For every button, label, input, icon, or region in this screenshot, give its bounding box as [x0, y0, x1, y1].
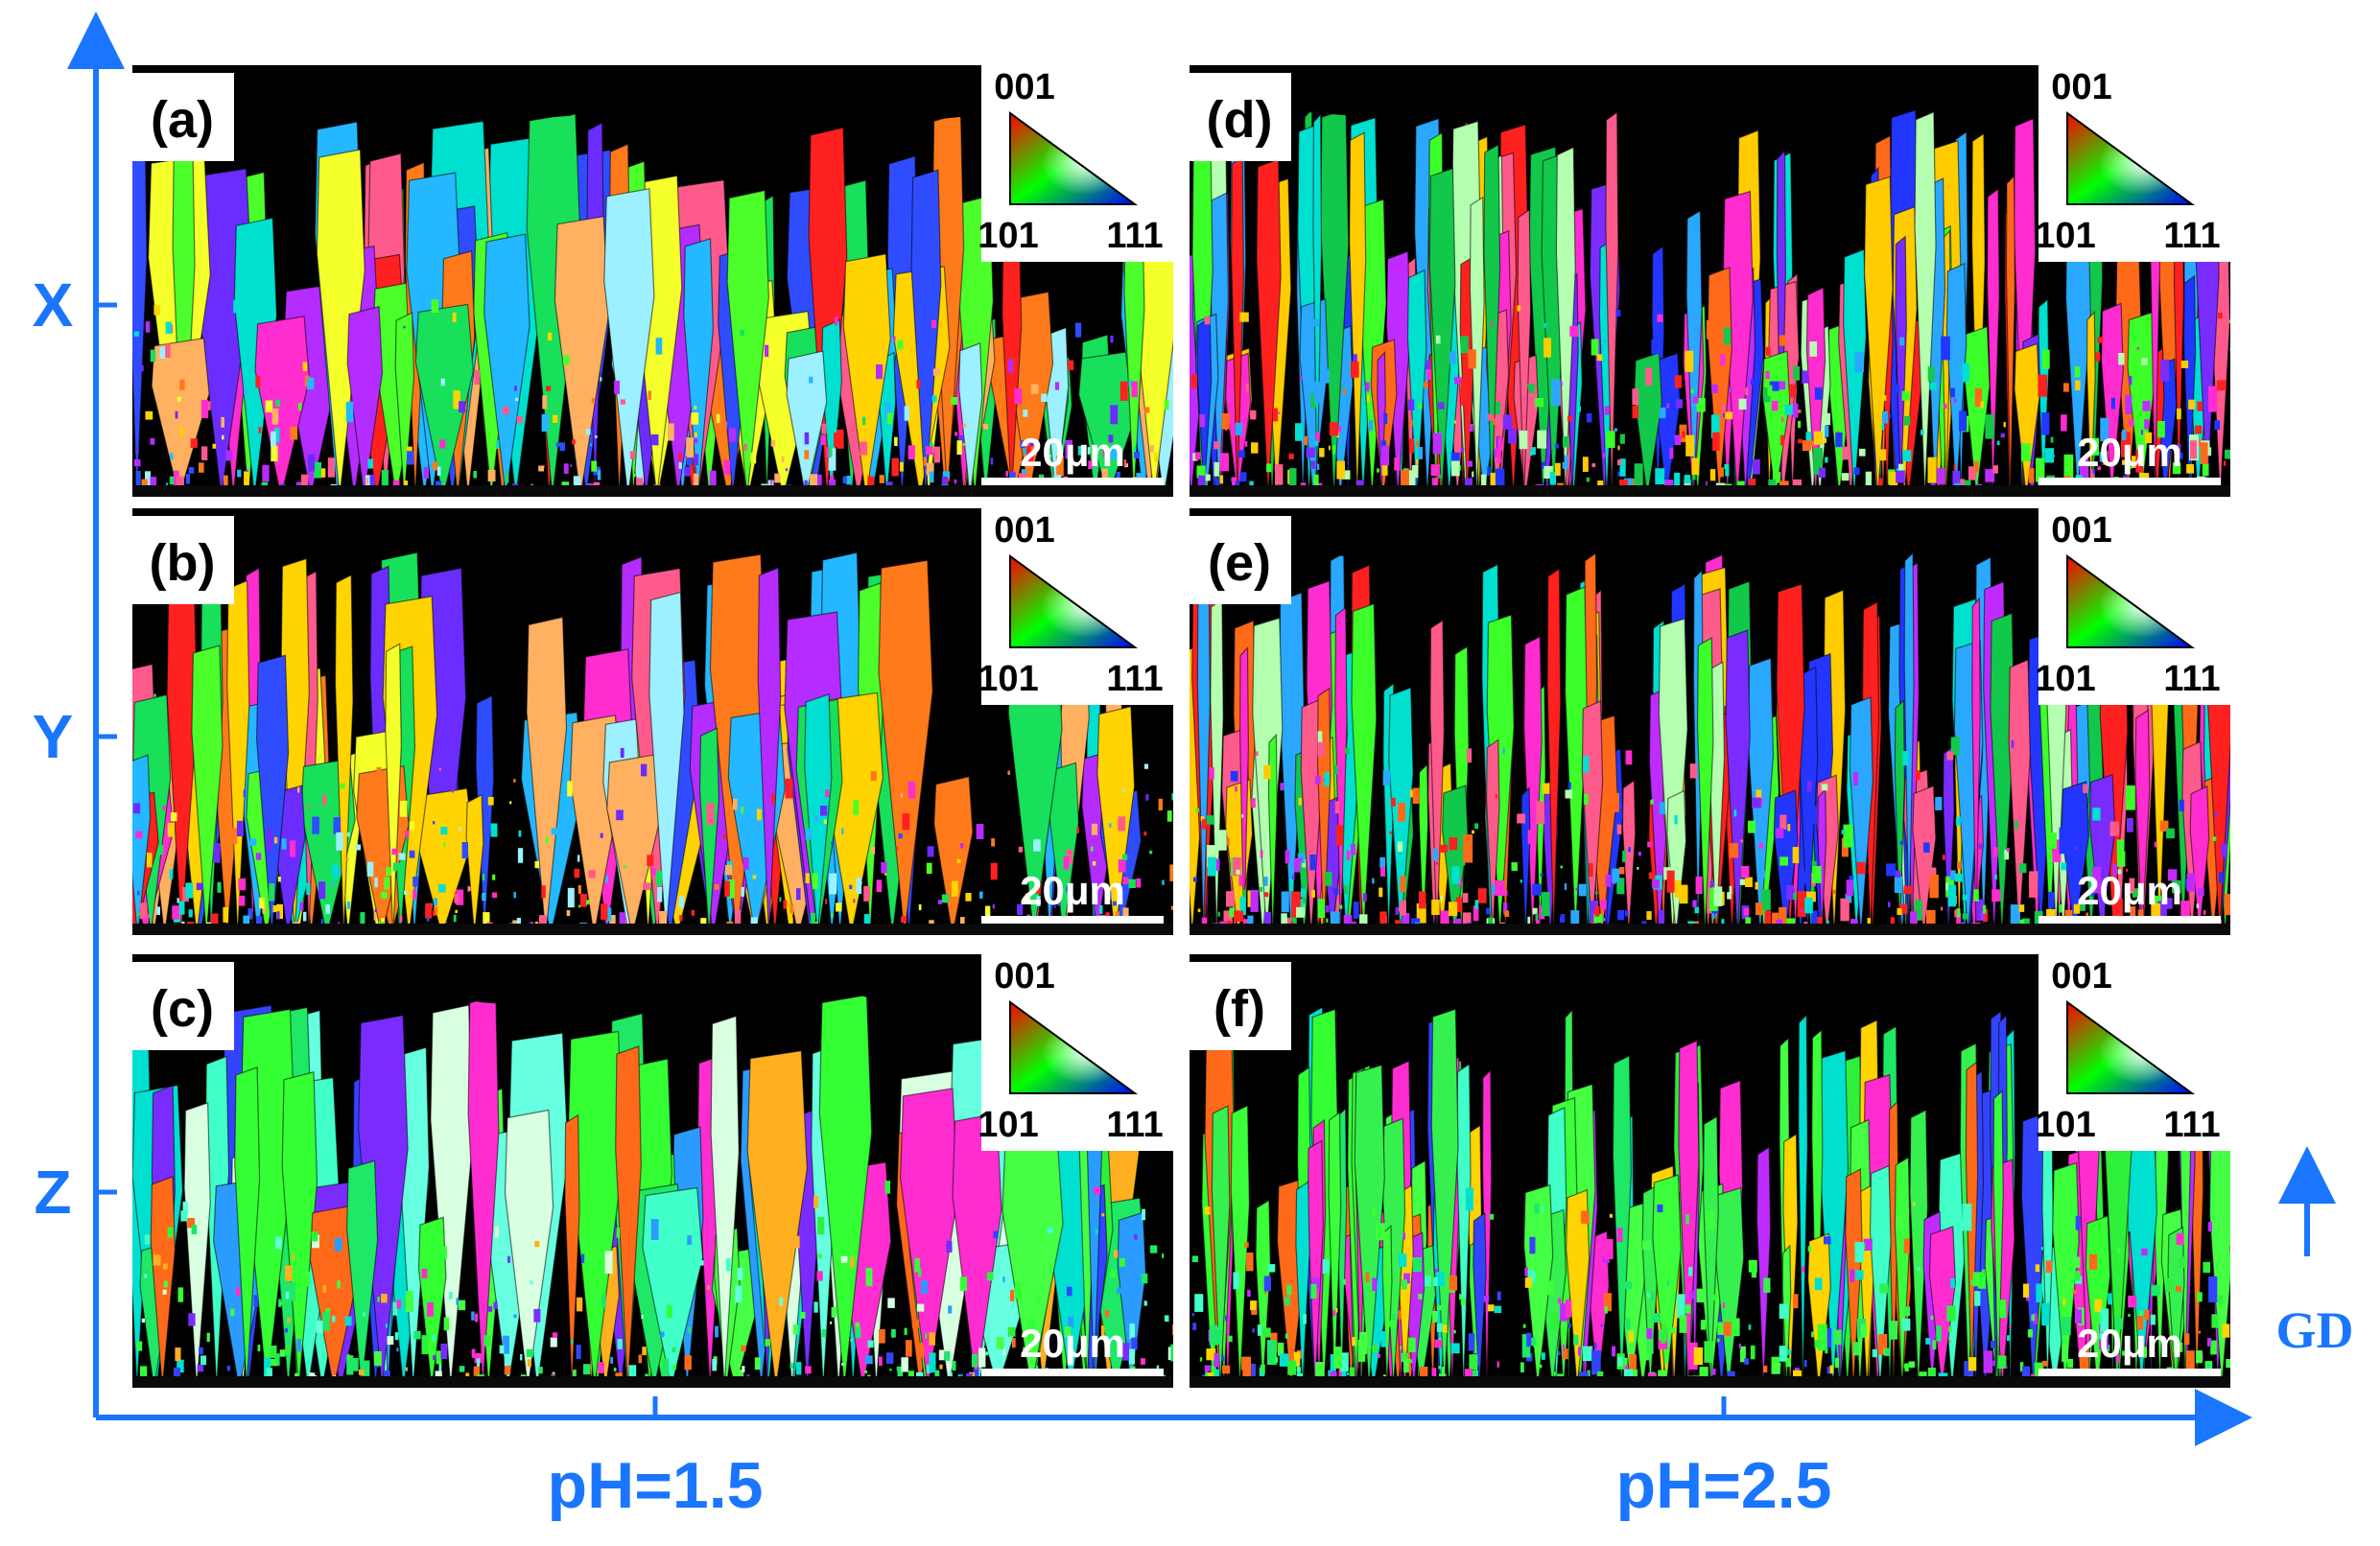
scale-bar: 20μm: [981, 1321, 1164, 1376]
scale-bar-label: 20μm: [1020, 430, 1125, 475]
axes-group: X Y Z pH=1.5 pH=2.5 GD: [33, 12, 2354, 1522]
row-label-x: X: [33, 270, 74, 340]
panel-f: (f) 001 101 111 20μm: [1188, 949, 2232, 1388]
ipf-label-001: 001: [2051, 510, 2111, 550]
gd-label: GD: [2276, 1301, 2354, 1359]
panel-b: (b) 001 101 111 20μm: [130, 504, 1175, 935]
panel-label-box: [1188, 516, 1291, 604]
ipf-color-key: 001 101 111: [2035, 949, 2232, 1151]
scale-bar: 20μm: [981, 868, 1164, 924]
ipf-label-001: 001: [994, 956, 1054, 996]
panel-label: (c): [151, 980, 214, 1038]
row-label-y: Y: [33, 702, 74, 771]
panel-label: (e): [1208, 534, 1271, 592]
column-label-ph-1-5: pH=1.5: [548, 1449, 764, 1522]
ipf-label-111: 111: [1106, 659, 1163, 699]
panel-label-box: [130, 516, 234, 604]
scale-bar-label: 20μm: [2077, 430, 2182, 475]
panel-label-box: [130, 73, 234, 161]
ipf-color-key: 001 101 111: [978, 504, 1175, 705]
ipf-label-101: 101: [2035, 659, 2095, 699]
panel-label-box: [130, 962, 234, 1050]
ipf-label-001: 001: [994, 510, 1054, 550]
ipf-label-101: 101: [978, 659, 1038, 699]
ipf-label-001: 001: [2051, 956, 2111, 996]
panel-label: (a): [151, 91, 214, 149]
scale-bar: 20μm: [981, 430, 1164, 485]
panel-label: (f): [1214, 980, 1265, 1038]
scale-bar-label: 20μm: [1020, 1321, 1125, 1366]
ebsd-panels: (a) 001 101 111 20μm (b) 001 101 111 20μm (c) 001 10…: [130, 60, 2232, 1388]
ebsd-grain-map: [132, 954, 1173, 1388]
ipf-label-001: 001: [2051, 67, 2111, 107]
row-label-z: Z: [34, 1158, 71, 1227]
ipf-label-101: 101: [2035, 1105, 2095, 1145]
scale-bar-label: 20μm: [2077, 868, 2182, 913]
ipf-label-101: 101: [978, 216, 1038, 256]
ipf-color-key: 001 101 111: [978, 60, 1175, 262]
panel-label-box: [1188, 73, 1291, 161]
scale-bar: 20μm: [2038, 868, 2221, 924]
ipf-color-key: 001 101 111: [978, 949, 1175, 1151]
ebsd-grain-map: [1190, 65, 2230, 497]
ipf-label-111: 111: [2163, 216, 2220, 256]
scale-bar: 20μm: [2038, 430, 2221, 485]
panel-d: (d) 001 101 111 20μm: [1188, 60, 2232, 497]
ipf-label-101: 101: [978, 1105, 1038, 1145]
scale-bar-label: 20μm: [2077, 1321, 2182, 1366]
panel-e: (e) 001 101 111 20μm: [1188, 504, 2232, 935]
ipf-color-key: 001 101 111: [2035, 504, 2232, 705]
panel-c: (c) 001 101 111 20μm: [130, 949, 1175, 1388]
panel-a: (a) 001 101 111 20μm: [130, 60, 1175, 497]
ipf-label-001: 001: [994, 67, 1054, 107]
panel-label: (b): [150, 534, 216, 592]
ipf-label-111: 111: [2163, 1105, 2220, 1145]
scale-bar: 20μm: [2038, 1321, 2221, 1376]
ipf-label-101: 101: [2035, 216, 2095, 256]
panel-label: (d): [1207, 91, 1273, 149]
panel-label-box: [1188, 962, 1291, 1050]
column-label-ph-2-5: pH=2.5: [1616, 1449, 1832, 1522]
ebsd-grain-map: [132, 65, 1173, 497]
ipf-color-key: 001 101 111: [2035, 60, 2232, 262]
ipf-label-111: 111: [1106, 216, 1163, 256]
ipf-label-111: 111: [1106, 1105, 1163, 1145]
ipf-label-111: 111: [2163, 659, 2220, 699]
ebsd-grain-map: [1190, 508, 2230, 935]
scale-bar-label: 20μm: [1020, 868, 1125, 913]
